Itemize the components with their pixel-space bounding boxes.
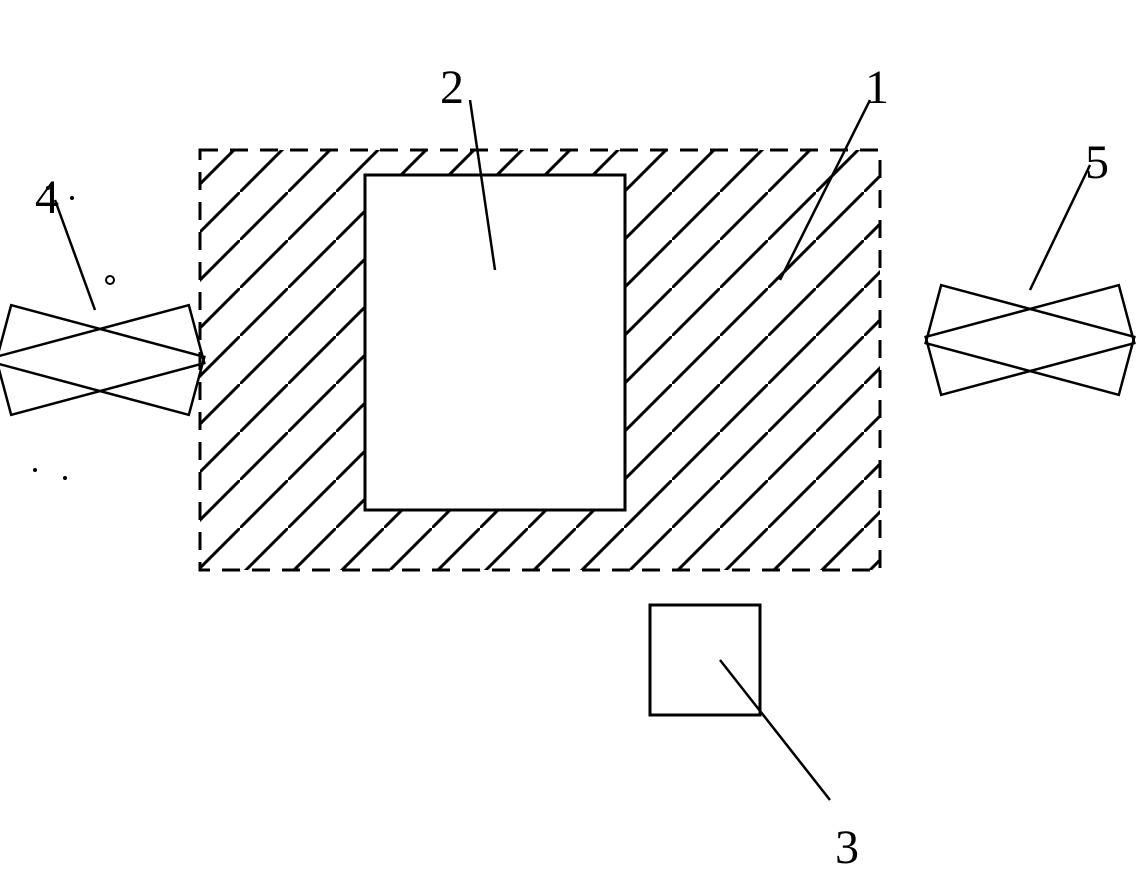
stray-dots: [33, 186, 74, 480]
inner-cavity: [365, 175, 625, 510]
label-3: 3: [835, 820, 859, 875]
engineering-diagram: [0, 0, 1138, 890]
label-4: 4: [35, 170, 59, 225]
small-square: [650, 605, 760, 715]
marker-circle: [106, 276, 114, 284]
label-2: 2: [440, 60, 464, 115]
right-element: [926, 285, 1135, 395]
label-1: 1: [865, 60, 889, 115]
left-element: [0, 305, 204, 415]
label-5: 5: [1085, 135, 1109, 190]
